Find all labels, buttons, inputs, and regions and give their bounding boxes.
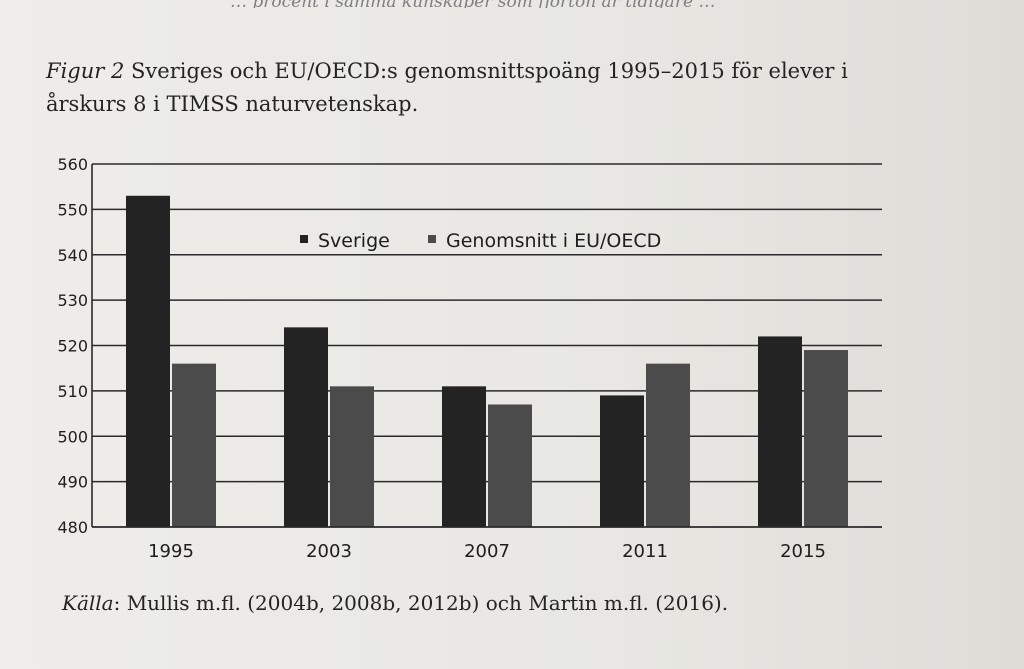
y-tick-label: 480 bbox=[57, 518, 88, 537]
bar-sverige-2003 bbox=[284, 327, 328, 527]
bar-eu-oecd-2015 bbox=[804, 350, 848, 527]
bar-sverige-1995 bbox=[126, 195, 170, 527]
figure-label: Figur 2 bbox=[46, 59, 125, 83]
source-label: Källa bbox=[62, 591, 114, 615]
axes: 480 490 500 510 520 530 540 550 560 1995 2003 2007 2… bbox=[57, 155, 882, 562]
source-note: Källa: Mullis m.fl. (2004b, 2008b, 2012b… bbox=[62, 591, 962, 615]
y-tick-label: 530 bbox=[57, 291, 88, 310]
gridlines bbox=[92, 163, 882, 483]
bar-eu-oecd-2007 bbox=[488, 404, 532, 527]
y-tick-label: 500 bbox=[57, 427, 88, 446]
legend-swatch bbox=[428, 235, 436, 243]
bar-sverige-2015 bbox=[758, 336, 802, 527]
figure-caption-text: Sveriges och EU/OECD:s genomsnittspoäng … bbox=[46, 59, 848, 116]
figure-caption: Figur 2 Sveriges och EU/OECD:s genomsnit… bbox=[46, 55, 916, 121]
legend-label: Genomsnitt i EU/OECD bbox=[446, 230, 661, 252]
bar-sverige-2011 bbox=[600, 395, 644, 527]
y-tick-label: 510 bbox=[57, 382, 88, 401]
x-tick-label: 2007 bbox=[464, 541, 510, 562]
bars bbox=[126, 195, 848, 527]
bar-eu-oecd-1995 bbox=[172, 363, 216, 527]
legend: Sverige Genomsnitt i EU/OECD bbox=[300, 230, 661, 252]
x-tick-label: 1995 bbox=[148, 541, 194, 562]
legend-swatch bbox=[300, 235, 308, 243]
x-tick-label: 2011 bbox=[622, 541, 668, 562]
x-tick-label: 2003 bbox=[306, 541, 352, 562]
source-text: : Mullis m.fl. (2004b, 2008b, 2012b) och… bbox=[113, 591, 729, 615]
y-tick-label: 560 bbox=[57, 155, 88, 174]
cut-off-text-line: … procent i samma kunskaper som fjorton … bbox=[230, 0, 910, 8]
y-tick-label: 490 bbox=[57, 473, 88, 492]
x-tick-label: 2015 bbox=[780, 541, 826, 562]
y-tick-label: 540 bbox=[57, 246, 88, 265]
bar-eu-oecd-2011 bbox=[646, 363, 690, 527]
bar-eu-oecd-2003 bbox=[330, 386, 374, 527]
y-tick-label: 520 bbox=[57, 337, 88, 356]
bar-sverige-2007 bbox=[442, 386, 486, 527]
legend-label: Sverige bbox=[318, 230, 390, 252]
y-tick-label: 550 bbox=[57, 200, 88, 219]
